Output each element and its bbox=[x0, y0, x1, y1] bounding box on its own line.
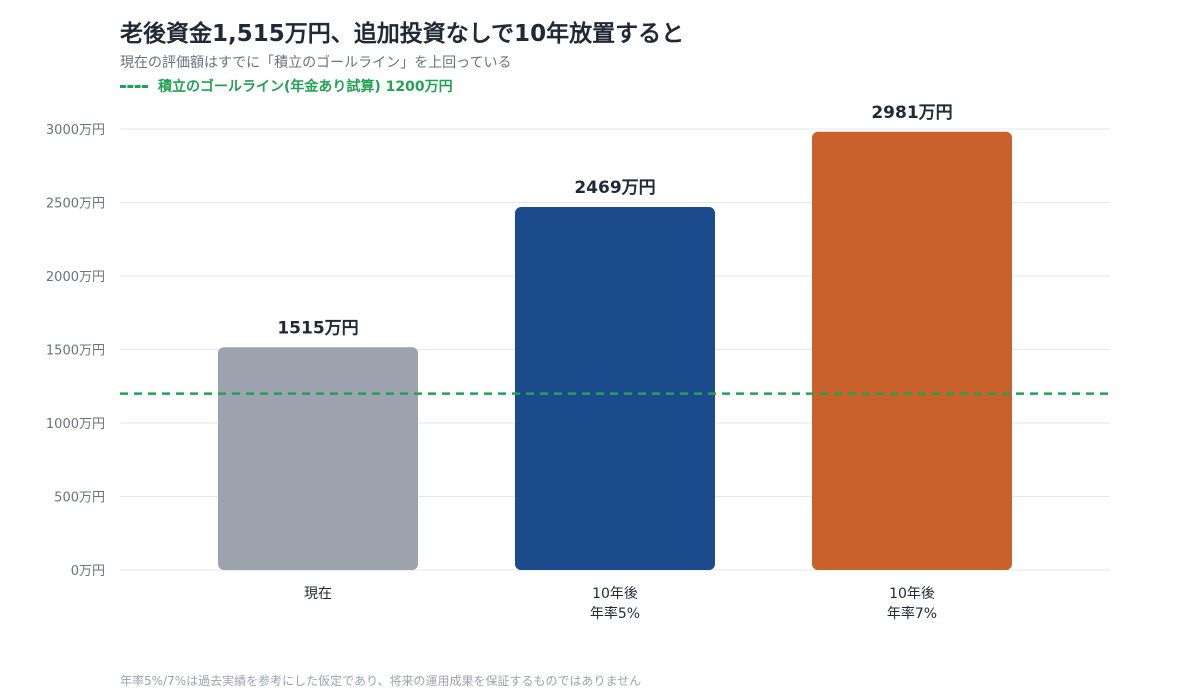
bar-value-label: 2981万円 bbox=[871, 103, 952, 123]
x-category-label: 年率5% bbox=[590, 605, 640, 622]
y-tick-label: 3000万円 bbox=[46, 123, 105, 138]
bar bbox=[515, 207, 715, 570]
legend: 積立のゴールライン(年金あり試算) 1200万円 bbox=[120, 76, 453, 96]
chart-title: 老後資金1,515万円、追加投資なしで10年放置すると bbox=[120, 21, 685, 47]
legend-dashed-line-swatch bbox=[120, 84, 148, 88]
y-tick-label: 2500万円 bbox=[46, 197, 105, 212]
bar bbox=[812, 131, 1012, 570]
y-tick-label: 0万円 bbox=[71, 564, 105, 579]
y-tick-label: 1500万円 bbox=[46, 344, 105, 359]
x-category-label: 10年後 bbox=[592, 586, 638, 602]
x-category-label: 年率7% bbox=[887, 605, 937, 622]
bar bbox=[218, 347, 418, 570]
x-category-label: 現在 bbox=[304, 586, 332, 602]
bar-value-label: 1515万円 bbox=[277, 318, 358, 338]
footnote: 年率5%/7%は過去実績を参考にした仮定であり、将来の運用成果を保証するものでは… bbox=[120, 674, 642, 688]
legend-goal-label: 積立のゴールライン(年金あり試算) 1200万円 bbox=[158, 79, 453, 95]
y-tick-label: 1000万円 bbox=[46, 417, 105, 432]
y-tick-label: 500万円 bbox=[54, 491, 105, 506]
x-category-label: 10年後 bbox=[889, 586, 935, 602]
chart-subtitle: 現在の評価額はすでに「積立のゴールライン」を上回っている bbox=[120, 55, 512, 71]
y-tick-label: 2000万円 bbox=[46, 270, 105, 285]
bar-value-label: 2469万円 bbox=[574, 178, 655, 198]
